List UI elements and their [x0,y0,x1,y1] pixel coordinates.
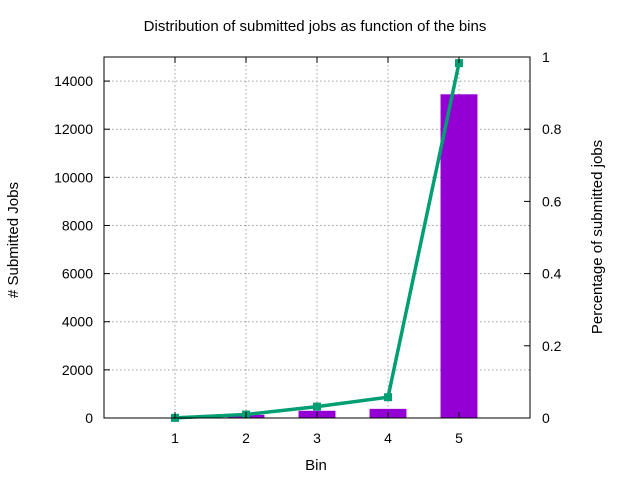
line-point [455,59,463,68]
y-axis-title: # Submitted Jobs [5,182,22,298]
x-tick-label: 5 [455,430,463,446]
y-tick-label: 12000 [54,121,93,137]
x-tick-label: 1 [171,430,179,446]
x-tick-label: 2 [242,430,250,446]
y-tick-label: 6000 [62,266,93,282]
ticks [104,56,530,419]
y-tick-label: 10000 [54,169,93,185]
y2-axis-title: Percentage of submitted jobs [589,140,606,334]
line-point [384,393,392,402]
tick-labels: 1 2 3 4 5 0 2000 4000 6000 8000 10000 12000 14000 0 0.… [54,49,562,446]
y-tick-label: 0 [85,410,93,426]
line-point [313,402,321,411]
y2-tick-label: 0.2 [542,338,562,354]
y2-tick-label: 0 [542,410,550,426]
x-tick-label: 4 [384,430,392,446]
y-tick-label: 14000 [54,73,93,89]
y-tick-label: 4000 [62,314,93,330]
x-axis-title: Bin [305,457,327,474]
y2-tick-label: 0.8 [542,121,562,137]
y2-tick-label: 0.6 [542,193,562,209]
y-tick-label: 8000 [62,217,93,233]
y2-tick-label: 1 [542,49,550,65]
y2-tick-label: 0.4 [542,266,562,282]
bar [440,94,478,418]
y-tick-label: 2000 [62,362,93,378]
chart-title: Distribution of submitted jobs as functi… [144,18,487,35]
x-tick-label: 3 [313,430,321,446]
cumulative-line [174,62,461,420]
